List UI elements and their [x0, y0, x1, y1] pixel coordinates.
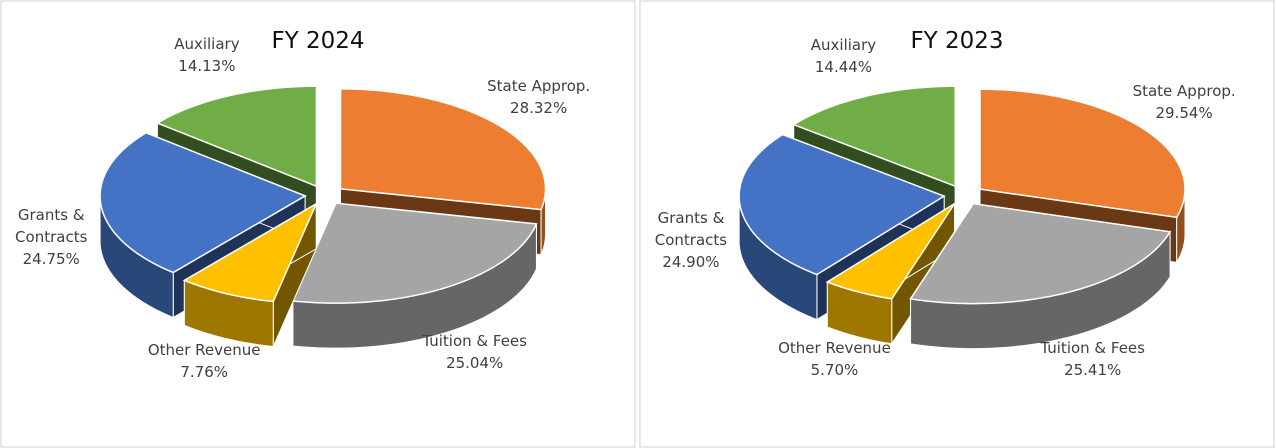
slice	[825, 202, 956, 300]
category-label: Grants & Contracts	[654, 209, 728, 250]
category-label: Tuition & Fees	[422, 332, 527, 351]
slice	[979, 88, 1186, 219]
value-label: 14.13%	[178, 57, 236, 76]
value-label: 25.04%	[446, 354, 504, 373]
value-label: 28.32%	[510, 99, 568, 118]
slice	[825, 201, 956, 346]
value-label: 29.54%	[1155, 104, 1213, 123]
data-label: Grants & Contracts 24.90%	[643, 207, 738, 273]
category-label: Other Revenue	[147, 341, 261, 360]
slice	[909, 202, 1172, 305]
category-label: Auxiliary	[810, 35, 877, 54]
slice	[155, 85, 318, 188]
data-label: Other Revenue 5.70%	[769, 337, 899, 381]
data-label: State Approp. 28.32%	[474, 75, 604, 119]
slice	[738, 133, 946, 276]
chart-title: FY 2023	[910, 28, 1004, 54]
data-label: Auxiliary 14.13%	[142, 33, 272, 77]
category-label: State Approp.	[1132, 82, 1236, 101]
value-label: 7.76%	[180, 363, 228, 382]
slice	[291, 202, 538, 349]
value-label: 5.70%	[810, 360, 859, 379]
slice	[182, 201, 318, 303]
category-label: Tuition & Fees	[1040, 338, 1145, 357]
data-label: Tuition & Fees 25.41%	[1028, 337, 1158, 381]
category-label: State Approp.	[487, 77, 591, 96]
value-label: 14.44%	[814, 57, 873, 76]
data-label: Tuition & Fees 25.04%	[410, 330, 540, 374]
value-label: 24.75%	[22, 249, 80, 268]
data-label: Auxiliary 14.44%	[778, 34, 908, 78]
slice	[909, 201, 1172, 350]
slice	[792, 85, 956, 188]
data-label: State Approp. 29.54%	[1119, 80, 1249, 124]
category-label: Auxiliary	[174, 35, 240, 54]
category-label: Grants & Contracts	[15, 205, 88, 246]
data-label: Other Revenue 7.76%	[139, 339, 269, 383]
value-label: 25.41%	[1064, 360, 1122, 379]
slice	[339, 88, 547, 211]
value-label: 24.90%	[662, 253, 720, 272]
chart-title: FY 2024	[271, 28, 365, 54]
slice	[291, 202, 538, 304]
category-label: Other Revenue	[778, 338, 891, 357]
slice	[99, 131, 307, 274]
data-label: Grants & Contracts 24.75%	[4, 204, 99, 270]
slice	[182, 201, 318, 348]
